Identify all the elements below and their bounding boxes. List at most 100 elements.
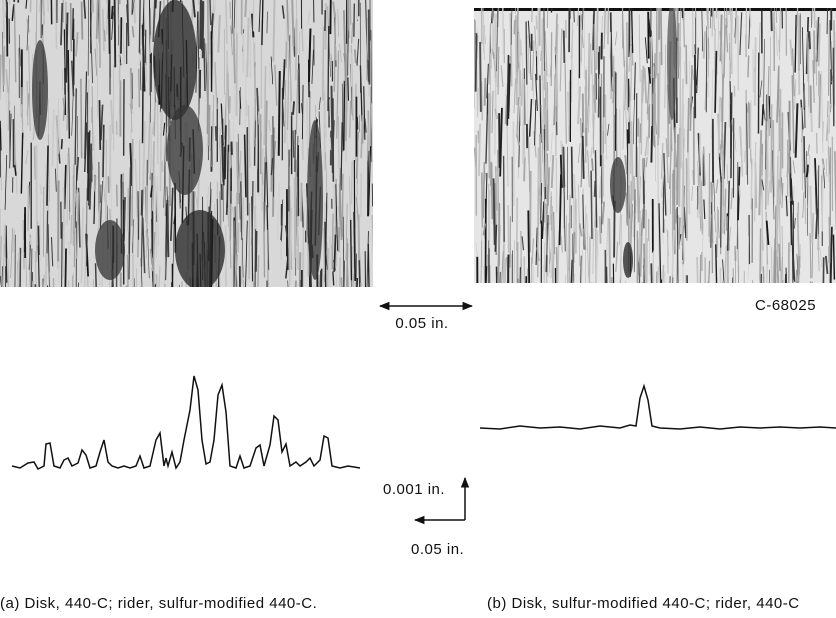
texture [149,34,152,55]
texture [706,8,709,29]
texture [598,175,602,199]
texture [58,257,61,283]
texture [480,81,483,121]
texture [641,281,643,283]
texture [727,180,730,251]
texture [339,257,341,287]
texture [355,131,359,179]
texture [234,206,238,287]
texture [163,284,167,287]
texture [242,237,244,278]
texture [485,266,488,283]
texture [67,241,71,255]
texture [251,180,254,245]
texture [610,76,614,100]
texture [551,205,555,283]
texture [5,69,9,93]
texture [525,21,528,85]
texture [717,10,720,75]
texture [225,172,230,215]
texture [213,0,216,17]
texture [630,121,634,201]
texture [246,17,250,78]
texture [135,158,138,218]
texture [44,164,48,233]
texture [106,0,109,35]
texture [219,127,223,184]
texture [794,217,796,229]
texture [763,38,765,115]
texture [576,8,580,27]
texture [261,172,264,185]
texture [823,168,825,189]
micrograph-a [0,0,373,287]
texture [313,286,315,287]
texture [353,49,357,64]
texture [97,202,102,233]
texture [776,256,780,283]
texture [287,8,290,82]
texture [678,127,681,207]
texture [2,0,6,39]
texture [164,257,166,287]
texture [273,286,274,287]
texture [5,0,8,18]
texture [151,121,155,135]
texture [118,61,121,114]
texture [682,259,684,283]
texture [351,226,354,241]
texture [676,8,679,41]
texture [736,162,739,250]
texture [129,68,133,110]
texture [94,263,97,287]
texture [540,104,544,163]
texture [74,88,77,165]
texture [311,49,314,84]
texture [701,222,704,258]
texture [544,104,548,188]
texture [256,114,259,170]
texture [633,189,636,273]
texture [695,8,697,18]
texture [715,179,719,194]
texture [95,0,99,39]
texture [158,266,161,287]
texture [329,137,332,151]
texture [612,263,615,283]
texture [284,80,287,144]
texture [145,230,150,243]
texture [591,158,594,171]
texture [206,0,210,79]
texture [98,100,102,150]
texture [517,27,519,84]
texture [549,65,552,78]
texture [25,150,29,165]
texture [657,144,660,216]
texture [591,282,593,283]
texture [497,8,500,28]
texture [128,167,132,254]
texture [268,120,272,132]
texture [761,179,765,191]
texture [34,251,37,287]
texture [28,242,31,287]
texture [692,69,695,80]
texture [581,249,583,283]
texture [626,22,629,111]
texture [483,77,487,106]
texture [501,251,504,283]
texture [97,0,100,26]
texture [686,275,688,283]
texture [340,277,343,287]
texture [270,56,274,85]
texture [791,75,795,154]
texture [806,151,809,236]
texture [163,146,166,208]
texture [697,174,700,205]
texture [152,0,156,42]
texture [258,0,261,33]
texture [717,206,720,239]
texture [660,172,665,198]
texture [75,32,79,57]
texture [640,69,643,155]
